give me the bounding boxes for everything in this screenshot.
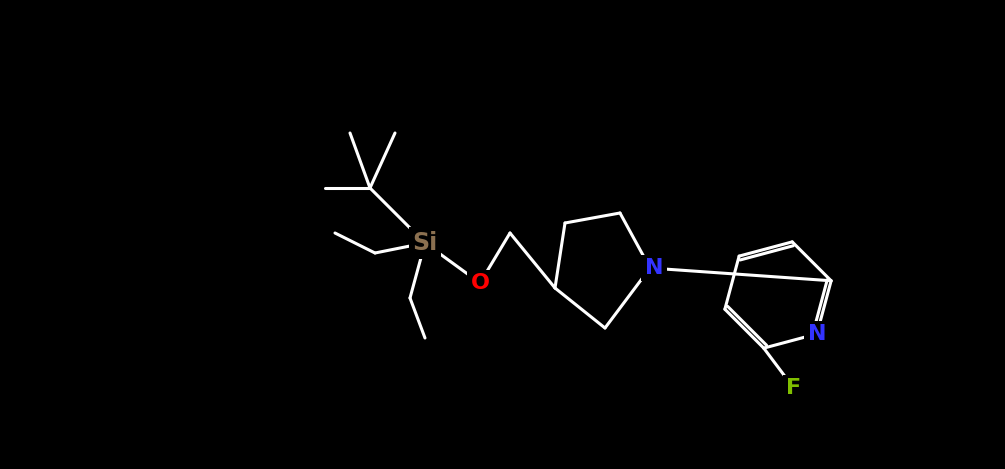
Text: O: O [470,273,489,293]
Text: F: F [786,378,801,398]
Text: N: N [645,258,663,278]
Text: N: N [808,324,826,344]
Text: Si: Si [412,231,437,255]
